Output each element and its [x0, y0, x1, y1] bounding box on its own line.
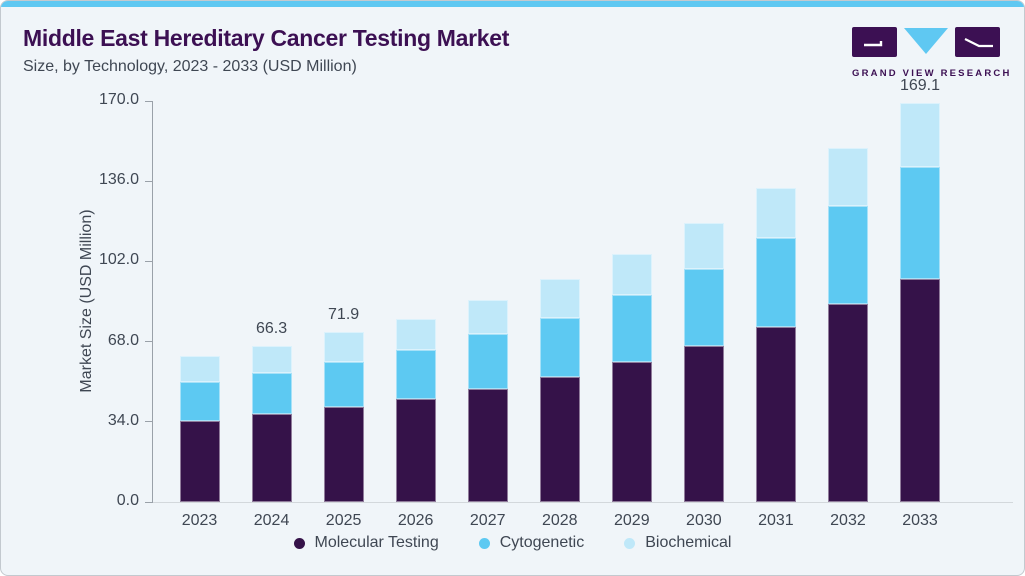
y-tick-label: 68.0 [107, 331, 139, 349]
page-title: Middle East Hereditary Cancer Testing Ma… [23, 25, 510, 51]
x-axis-label-2030: 2030 [686, 512, 722, 529]
bar-segment-cytogenetic-2028 [539, 317, 580, 378]
x-axis-label-2024: 2024 [253, 512, 290, 529]
y-tick-label: 136.0 [98, 171, 139, 189]
bar-segment-molecular-testing-2032 [827, 304, 868, 502]
top-accent-bar [1, 1, 1024, 7]
y-axis-title: Market Size (USD Million) [78, 209, 95, 393]
legend-dot-cytogenetic [478, 537, 490, 549]
y-tick-mark [145, 501, 152, 503]
x-axis-label-2033: 2033 [902, 512, 938, 529]
bar-segment-cytogenetic-2026 [395, 350, 436, 400]
bar-segment-molecular-testing-2025 [323, 407, 364, 502]
bar-segment-molecular-testing-2023 [179, 421, 220, 502]
legend-label-biochemical: Biochemical [645, 534, 732, 551]
bar-segment-molecular-testing-2027 [467, 389, 508, 502]
bar-segment-biochemical-2033 [900, 103, 940, 167]
bar-value-label-2024: 66.3 [255, 319, 288, 337]
bar-segment-cytogenetic-2027 [467, 334, 508, 390]
x-axis-label-2028: 2028 [541, 512, 578, 529]
x-axis-label-2031: 2031 [758, 512, 794, 529]
x-axis-label-2027: 2027 [469, 512, 506, 529]
bar-segment-cytogenetic-2023 [179, 382, 220, 422]
x-axis-line [153, 502, 1013, 503]
bar-segment-cytogenetic-2031 [755, 237, 796, 327]
legend-item-molecular-testing: Molecular Testing [293, 534, 439, 552]
bar-segment-cytogenetic-2029 [611, 294, 652, 362]
y-tick-label: 170.0 [98, 91, 139, 108]
bar-segment-biochemical-2025 [323, 332, 364, 363]
legend-label-cytogenetic: Cytogenetic [499, 534, 585, 551]
gvr-logo-mark [852, 27, 1000, 57]
y-tick-label: 34.0 [107, 411, 139, 429]
legend-item-cytogenetic: Cytogenetic [478, 534, 585, 552]
y-tick-mark [145, 180, 152, 182]
bar-segment-biochemical-2026 [395, 318, 436, 351]
bar-segment-cytogenetic-2033 [900, 166, 940, 280]
x-axis-label-2032: 2032 [830, 512, 866, 529]
bar-value-label-2025: 71.9 [328, 306, 360, 324]
bar-segment-biochemical-2023 [179, 356, 220, 383]
legend-label-molecular-testing: Molecular Testing [314, 534, 439, 551]
bar-segment-biochemical-2031 [755, 187, 796, 238]
y-axis-line [152, 101, 153, 503]
legend-item-biochemical: Biochemical [624, 534, 731, 552]
bar-segment-molecular-testing-2024 [251, 414, 292, 502]
legend-dot-molecular-testing [293, 537, 305, 549]
bar-segment-biochemical-2027 [467, 299, 508, 335]
bar-segment-biochemical-2032 [827, 147, 868, 206]
bar-segment-cytogenetic-2032 [827, 205, 868, 305]
y-tick-label: 0.0 [116, 492, 139, 509]
plot-area: 0.0 34.0 68.0 102.0 136.0 170.0 2023 2024 2025 20… [99, 77, 1013, 529]
x-axis-label-2029: 2029 [614, 512, 650, 529]
bar-segment-molecular-testing-2028 [539, 377, 580, 502]
x-axis-label-2026: 2026 [397, 512, 434, 529]
bar-value-label-2033: 169.1 [899, 77, 941, 95]
gvr-logo-text: GRAND VIEW RESEARCH [852, 68, 1012, 79]
x-axis-label-2023: 2023 [181, 512, 218, 529]
bar-segment-biochemical-2030 [683, 222, 724, 270]
bar-segment-cytogenetic-2030 [683, 269, 724, 347]
chart-legend: Molecular Testing Cytogenetic Biochemical [1, 534, 1024, 552]
bar-segment-cytogenetic-2024 [251, 373, 292, 415]
bar-segment-biochemical-2024 [251, 345, 292, 374]
bar-segment-biochemical-2029 [611, 254, 652, 295]
legend-dot-biochemical [624, 537, 636, 549]
y-tick-mark [145, 341, 152, 343]
y-tick-mark [145, 260, 152, 262]
gvr-logo: GRAND VIEW RESEARCH [852, 27, 1012, 79]
y-tick-label: 102.0 [98, 251, 139, 269]
page-subtitle: Size, by Technology, 2023 - 2033 (USD Mi… [23, 58, 357, 75]
bar-segment-molecular-testing-2030 [683, 346, 724, 502]
bar-segment-molecular-testing-2033 [900, 279, 940, 502]
bar-segment-molecular-testing-2026 [395, 399, 436, 502]
bar-segment-molecular-testing-2029 [611, 361, 652, 502]
y-tick-mark [145, 421, 152, 423]
y-tick-mark [145, 100, 152, 102]
bar-segment-molecular-testing-2031 [755, 326, 796, 502]
bar-segment-biochemical-2028 [539, 278, 580, 318]
chart-header: Middle East Hereditary Cancer Testing Ma… [23, 25, 509, 76]
x-axis-label-2025: 2025 [325, 512, 362, 529]
bar-segment-cytogenetic-2025 [323, 362, 364, 408]
